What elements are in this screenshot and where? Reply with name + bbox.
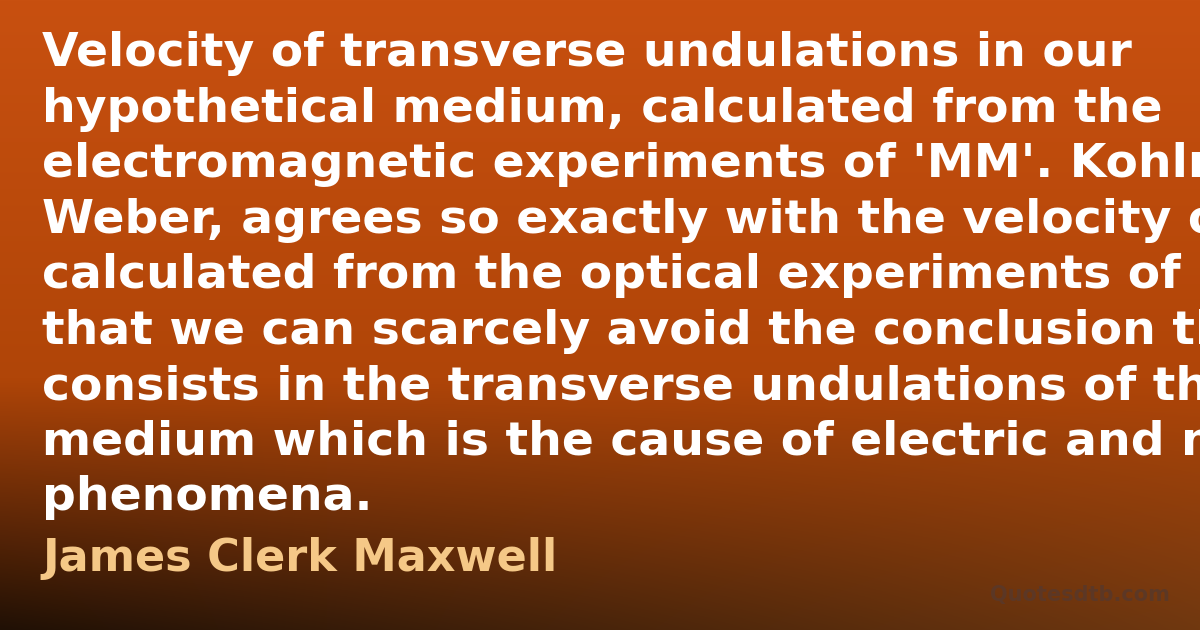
Text: Quotesdtb.com: Quotesdtb.com [990, 585, 1170, 605]
Text: consists in the transverse undulations of the same: consists in the transverse undulations o… [42, 364, 1200, 409]
Text: that we can scarcely avoid the conclusion that light: that we can scarcely avoid the conclusio… [42, 309, 1200, 353]
Text: James Clerk Maxwell: James Clerk Maxwell [42, 537, 557, 580]
Text: medium which is the cause of electric and magnetic: medium which is the cause of electric an… [42, 420, 1200, 464]
Text: hypothetical medium, calculated from the: hypothetical medium, calculated from the [42, 87, 1163, 132]
Text: Weber, agrees so exactly with the velocity of light: Weber, agrees so exactly with the veloci… [42, 198, 1200, 243]
Text: calculated from the optical experiments of M. Fizeau,: calculated from the optical experiments … [42, 253, 1200, 298]
Text: Velocity of transverse undulations in our: Velocity of transverse undulations in ou… [42, 32, 1132, 76]
Text: electromagnetic experiments of 'MM'. Kohlrausch and: electromagnetic experiments of 'MM'. Koh… [42, 142, 1200, 187]
Text: phenomena.: phenomena. [42, 475, 372, 520]
